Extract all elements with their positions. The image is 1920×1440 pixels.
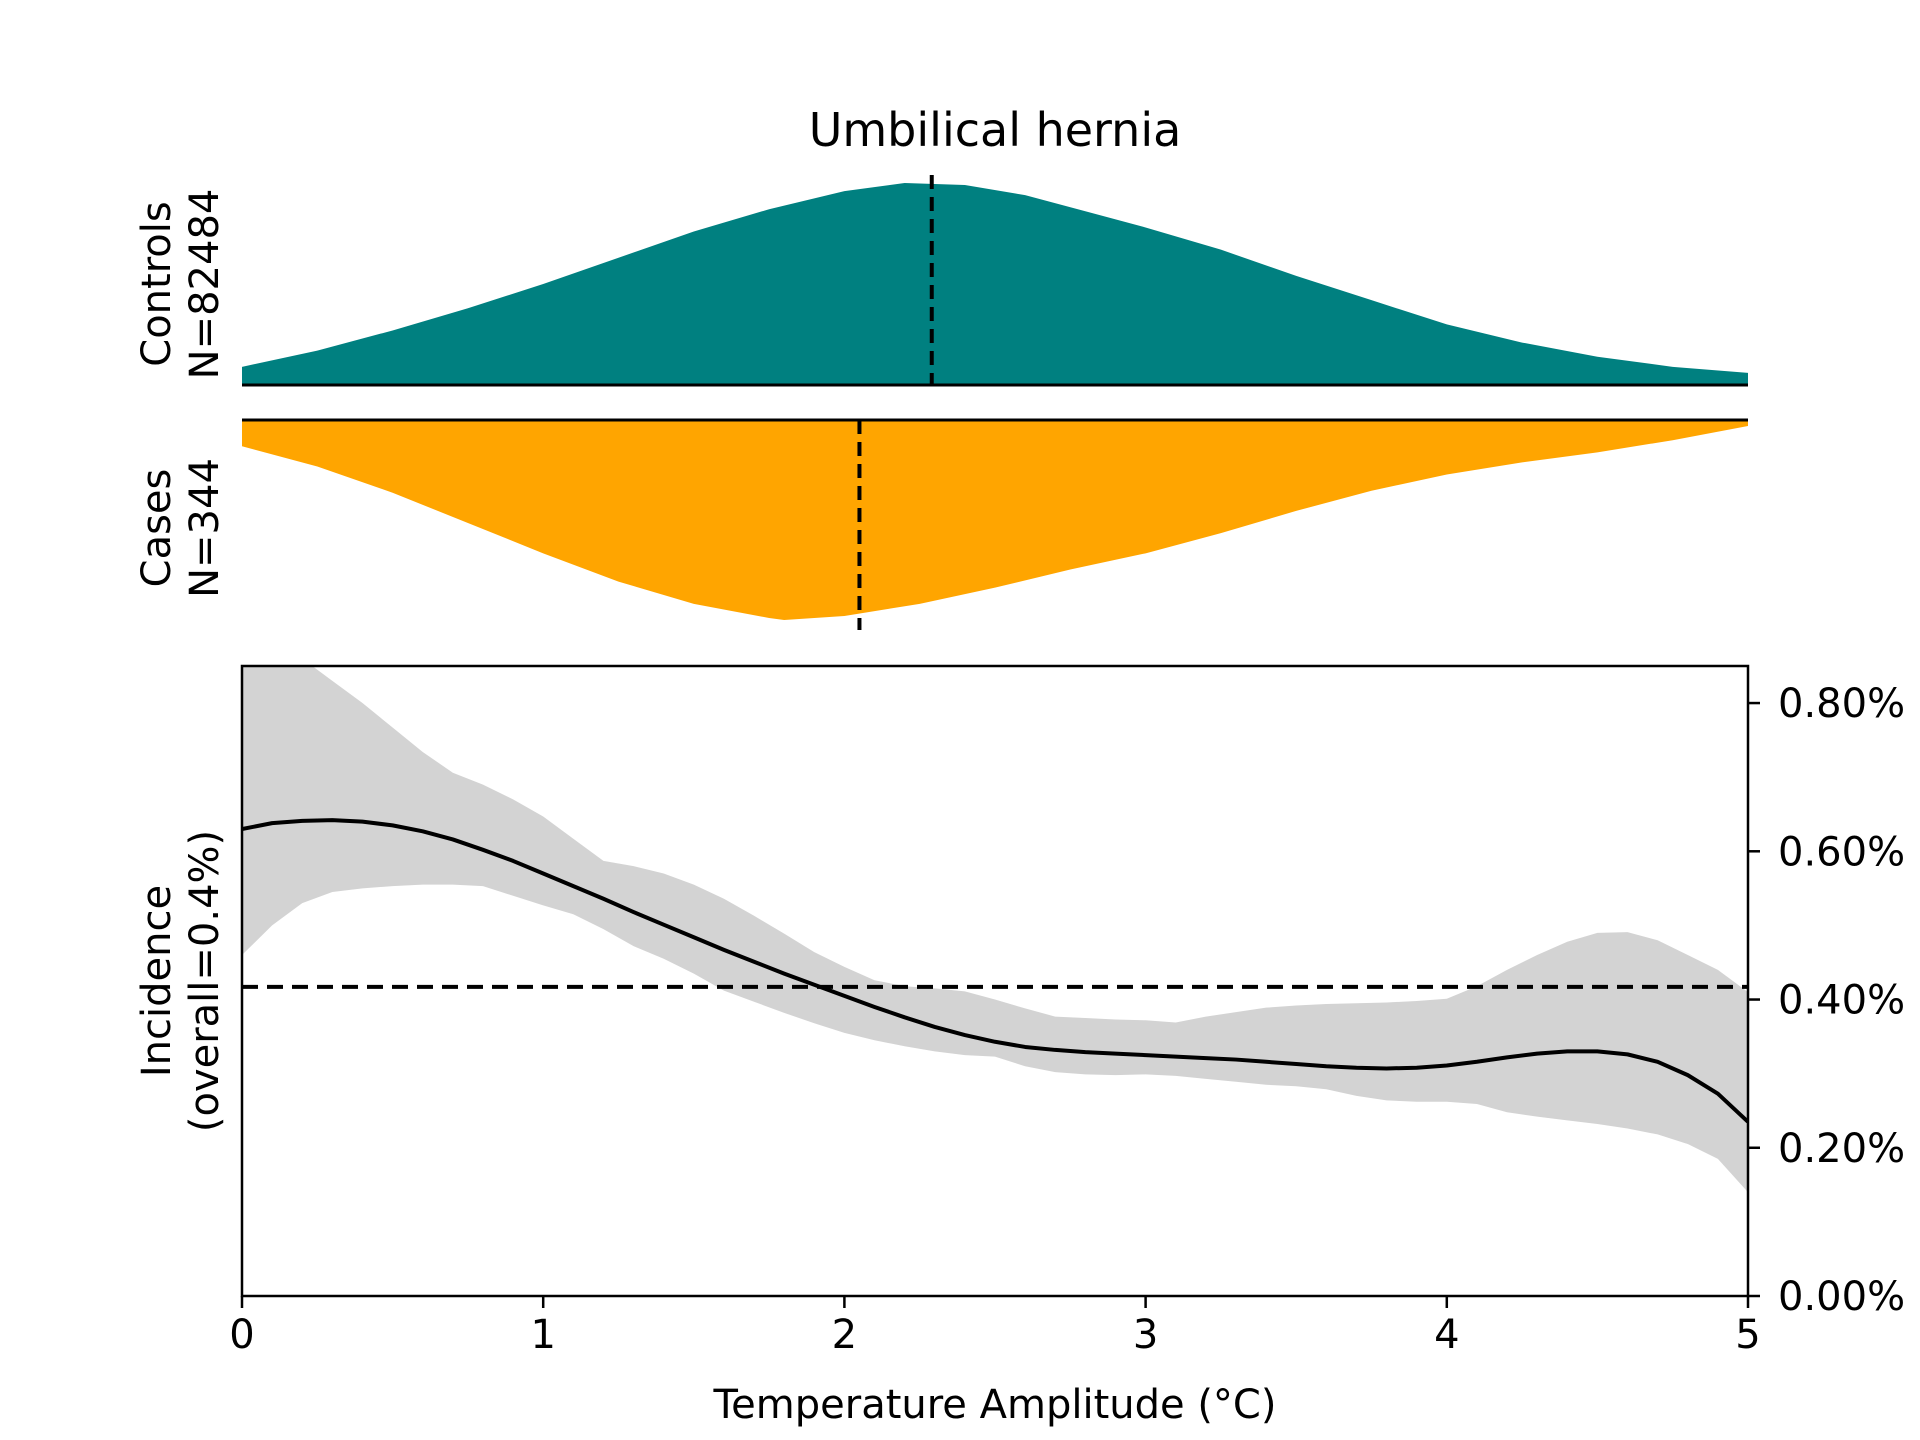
x-axis: 0 1 2 3 4 5 xyxy=(229,1296,1761,1358)
x-tick-label: 3 xyxy=(1133,1312,1158,1358)
controls-panel: Controls N=82484 xyxy=(134,175,1748,387)
y-tick-label: 0.20% xyxy=(1778,1126,1905,1172)
chart-title: Umbilical hernia xyxy=(809,103,1182,157)
y-tick-label: 0.80% xyxy=(1778,681,1905,727)
x-tick-label: 2 xyxy=(832,1312,857,1358)
incidence-line xyxy=(242,818,1748,1124)
plot-frame xyxy=(240,664,1750,1298)
y-axis-label-line1: Incidence xyxy=(134,885,180,1077)
cases-n-label: N=344 xyxy=(182,458,228,598)
incidence-panel: 0 1 2 3 4 5 0.00% 0.20% 0.40% 0.60% 0.80% Tempera… xyxy=(134,664,1905,1428)
y-tick-label: 0.40% xyxy=(1778,978,1905,1024)
controls-group-label: Controls xyxy=(134,201,180,366)
y-tick-label: 0.60% xyxy=(1778,829,1905,875)
x-axis-label: Temperature Amplitude (°C) xyxy=(713,1382,1277,1428)
x-tick-label: 1 xyxy=(530,1312,555,1358)
cases-density-area xyxy=(242,420,1748,620)
y-axis-right: 0.00% 0.20% 0.40% 0.60% 0.80% xyxy=(1748,681,1905,1320)
x-tick-label: 5 xyxy=(1735,1312,1760,1358)
controls-n-label: N=82484 xyxy=(182,189,228,380)
confidence-band xyxy=(242,666,1748,1193)
cases-group-label: Cases xyxy=(134,469,180,588)
x-tick-label: 4 xyxy=(1434,1312,1459,1358)
cases-panel: Cases N=344 xyxy=(134,418,1748,630)
y-axis-label-line2: (overall=0.4%) xyxy=(182,830,228,1132)
x-tick-label: 0 xyxy=(229,1312,254,1358)
y-tick-label: 0.00% xyxy=(1778,1274,1905,1320)
controls-density-area xyxy=(242,183,1748,385)
